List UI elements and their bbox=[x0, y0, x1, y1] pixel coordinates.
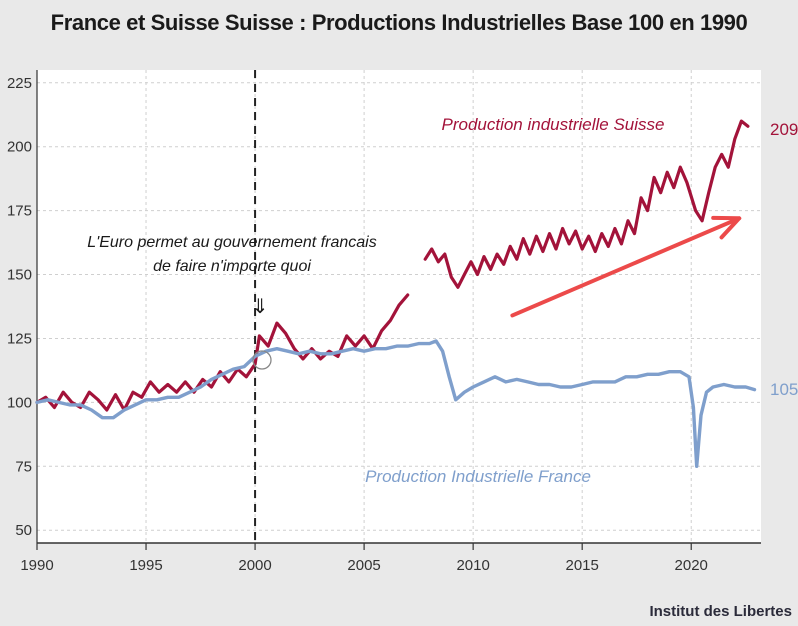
y-tick-label: 75 bbox=[15, 458, 32, 475]
series-line-france bbox=[35, 339, 757, 468]
y-tick-label: 50 bbox=[15, 522, 32, 539]
series-label-france: Production Industrielle France bbox=[365, 467, 591, 486]
y-tick-label: 125 bbox=[7, 330, 32, 347]
labels: Production industrielle Suisse Production… bbox=[87, 115, 798, 486]
axes: 50 75 100 125 150 175 200 225 1990 1995 2000 2005 20… bbox=[7, 70, 761, 574]
x-tick-label: 2000 bbox=[238, 557, 271, 574]
trend-arrow bbox=[510, 216, 742, 318]
series-line-suisse bbox=[423, 119, 750, 289]
series-layer bbox=[35, 119, 757, 468]
annotation-line: L'Euro permet au gouvernement francais bbox=[87, 234, 376, 251]
x-tick-label: 2015 bbox=[565, 557, 598, 574]
y-tick-label: 175 bbox=[7, 203, 32, 220]
annotation-line: de faire n'importe quoi bbox=[153, 258, 311, 275]
source-credit: Institut des Libertes bbox=[649, 603, 792, 620]
x-tick-label: 1995 bbox=[129, 557, 162, 574]
x-tick-label: 2010 bbox=[456, 557, 489, 574]
trend-arrow-head bbox=[711, 215, 742, 240]
series-line-suisse bbox=[35, 293, 410, 412]
y-tick-label: 100 bbox=[7, 394, 32, 411]
y-tick-label: 225 bbox=[7, 75, 32, 92]
grid bbox=[36, 70, 761, 543]
marker-circle bbox=[252, 350, 272, 370]
chart-title: France et Suisse Suisse : Productions In… bbox=[50, 10, 748, 35]
annotation-pointer: ⇓ bbox=[252, 296, 269, 318]
y-tick-label: 150 bbox=[7, 267, 32, 284]
end-label-france: 105 bbox=[770, 380, 798, 399]
x-tick-label: 2005 bbox=[347, 557, 380, 574]
end-label-suisse: 209 bbox=[770, 120, 798, 139]
x-tick-label: 1990 bbox=[20, 557, 53, 574]
series-label-suisse: Production industrielle Suisse bbox=[441, 115, 664, 134]
y-tick-label: 200 bbox=[7, 139, 32, 156]
x-tick-label: 2020 bbox=[675, 557, 708, 574]
